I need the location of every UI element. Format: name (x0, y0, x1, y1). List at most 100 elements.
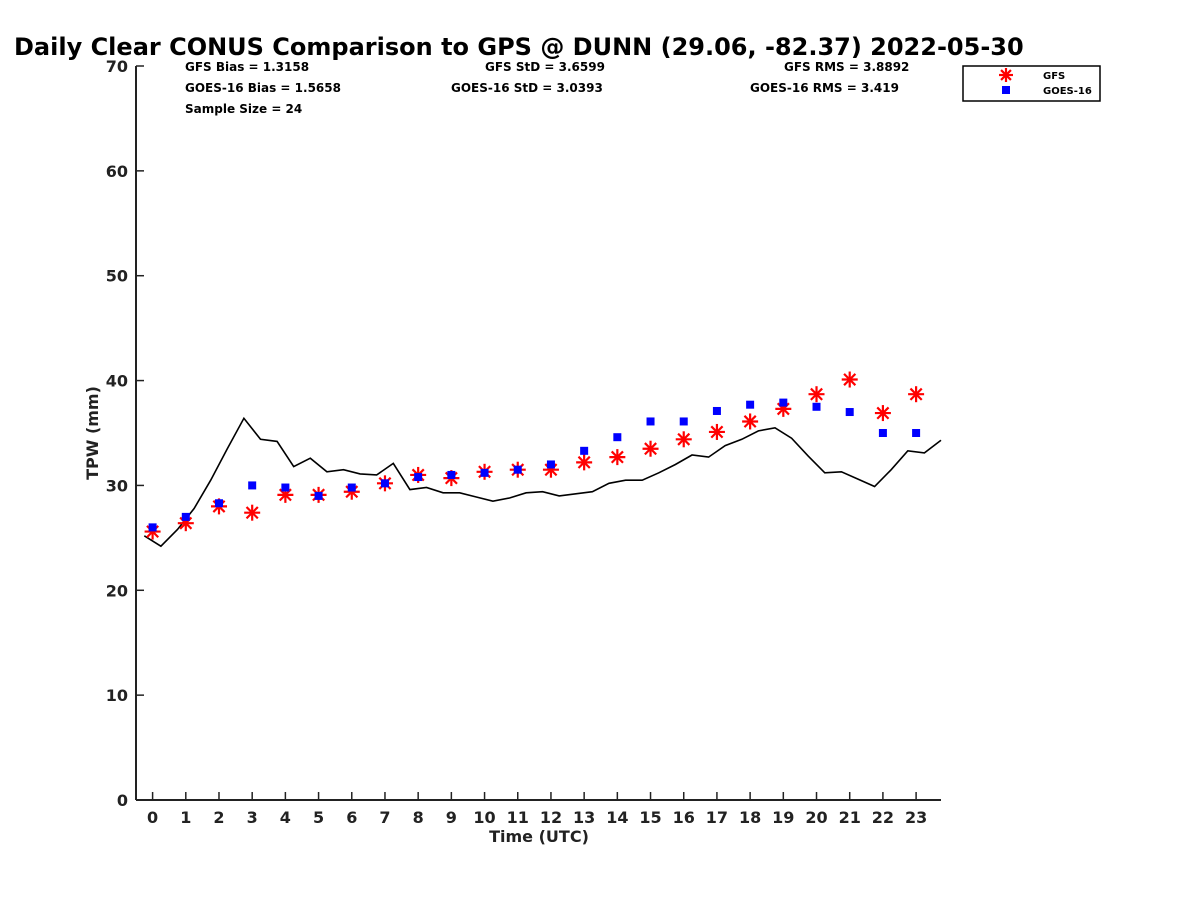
goes16-point (812, 402, 821, 411)
y-tick-label: 30 (106, 476, 128, 495)
gfs-bias-text: GFS Bias = 1.3158 (185, 60, 309, 74)
goes16-point (613, 433, 622, 442)
gfs-point (874, 405, 891, 422)
goes16-point (580, 446, 589, 455)
gfs-point (908, 386, 925, 403)
goes16-point (148, 523, 157, 532)
x-tick-label: 13 (573, 808, 595, 827)
x-tick-label: 18 (739, 808, 761, 827)
goes16-point (380, 479, 389, 488)
goes16-point (878, 429, 887, 437)
goes16-point (347, 483, 356, 492)
goes16-point (513, 465, 522, 474)
goes16-point (712, 406, 721, 415)
star-stroke (577, 455, 591, 469)
x-tick-label: 14 (606, 808, 628, 827)
legend-gfs-label: GFS (1043, 71, 1065, 82)
x-tick-label: 16 (673, 808, 695, 827)
goes16-point (646, 417, 655, 426)
gfs-point (244, 504, 261, 521)
x-axis-label: Time (UTC) (489, 827, 589, 846)
gfs-rms-text: GFS RMS = 3.8892 (784, 60, 909, 74)
gfs-std-text: GFS StD = 3.6599 (485, 60, 605, 74)
gfs-point (576, 454, 593, 471)
x-tick-label: 9 (446, 808, 457, 827)
gfs-point (841, 371, 858, 388)
x-tick-label: 4 (280, 808, 291, 827)
star-stroke (743, 415, 757, 428)
star-stroke (843, 373, 857, 386)
stats-panel: GFS Bias = 1.3158 GOES-16 Bias = 1.5658 … (185, 60, 909, 116)
legend-gfs-marker (999, 68, 1013, 82)
x-tick-label: 5 (313, 808, 324, 827)
x-tick-label: 12 (540, 808, 562, 827)
gfs-point (675, 431, 692, 448)
star-stroke (677, 432, 691, 446)
goes16-point (314, 491, 323, 500)
x-tick-label: 22 (872, 808, 894, 827)
goes16-point (845, 408, 854, 417)
x-tick-label: 23 (905, 808, 927, 827)
goes-rms-text: GOES-16 RMS = 3.419 (750, 81, 899, 95)
goes16-point (281, 483, 290, 492)
star-stroke (876, 406, 890, 420)
goes16-point (181, 512, 190, 521)
star-stroke (245, 506, 259, 520)
goes16-point (480, 468, 489, 477)
legend-goes-marker (1002, 86, 1010, 94)
chart-title: Daily Clear CONUS Comparison to GPS @ DU… (14, 33, 1024, 61)
goes16-point (746, 400, 755, 409)
sample-size-text: Sample Size = 24 (185, 102, 302, 116)
star-stroke (1000, 69, 1012, 81)
x-tick-label: 11 (507, 808, 529, 827)
goes16-point (214, 499, 223, 508)
gfs-point (742, 413, 759, 430)
star-stroke (644, 442, 657, 456)
y-tick-label: 60 (106, 162, 128, 181)
x-tick-label: 10 (473, 808, 495, 827)
x-tick-label: 21 (839, 808, 861, 827)
goes-bias-text: GOES-16 Bias = 1.5658 (185, 81, 341, 95)
gfs-point (642, 440, 659, 457)
y-tick-label: 40 (106, 372, 128, 391)
y-tick-label: 50 (106, 267, 128, 286)
y-tick-label: 0 (117, 791, 128, 810)
gfs-point (609, 449, 626, 466)
x-tick-label: 19 (772, 808, 794, 827)
x-tick-label: 8 (413, 808, 424, 827)
star-stroke (710, 425, 724, 439)
legend-goes-label: GOES-16 (1043, 86, 1092, 97)
legend-gfs-star (999, 68, 1013, 82)
legend: GFS GOES-16 (962, 65, 1101, 102)
y-tick-label: 10 (106, 686, 128, 705)
x-tick-label: 6 (346, 808, 357, 827)
x-tick-label: 2 (213, 808, 224, 827)
gps-series-line (143, 416, 942, 548)
gps-line-layer (143, 416, 942, 548)
x-tick-label: 1 (180, 808, 191, 827)
goes16-point (447, 470, 456, 479)
goes16-point (546, 460, 555, 469)
goes-std-text: GOES-16 StD = 3.0393 (451, 81, 603, 95)
gfs-point (808, 386, 825, 403)
x-tick-label: 20 (805, 808, 827, 827)
goes16-point (679, 417, 688, 426)
marker-layer (144, 371, 925, 540)
star-stroke (810, 387, 823, 401)
x-tick-label: 15 (639, 808, 661, 827)
y-tick-label: 20 (106, 581, 128, 600)
y-tick-label: 70 (106, 57, 128, 76)
y-axis-label: TPW (mm) (83, 386, 102, 480)
goes16-point (248, 481, 257, 490)
goes16-point (414, 473, 423, 482)
gfs-point (708, 423, 725, 440)
x-tick-label: 3 (247, 808, 258, 827)
x-tick-label: 7 (379, 808, 390, 827)
goes16-point (912, 429, 921, 437)
x-tick-label: 0 (147, 808, 158, 827)
x-tick-label: 17 (706, 808, 728, 827)
star-stroke (610, 450, 624, 464)
